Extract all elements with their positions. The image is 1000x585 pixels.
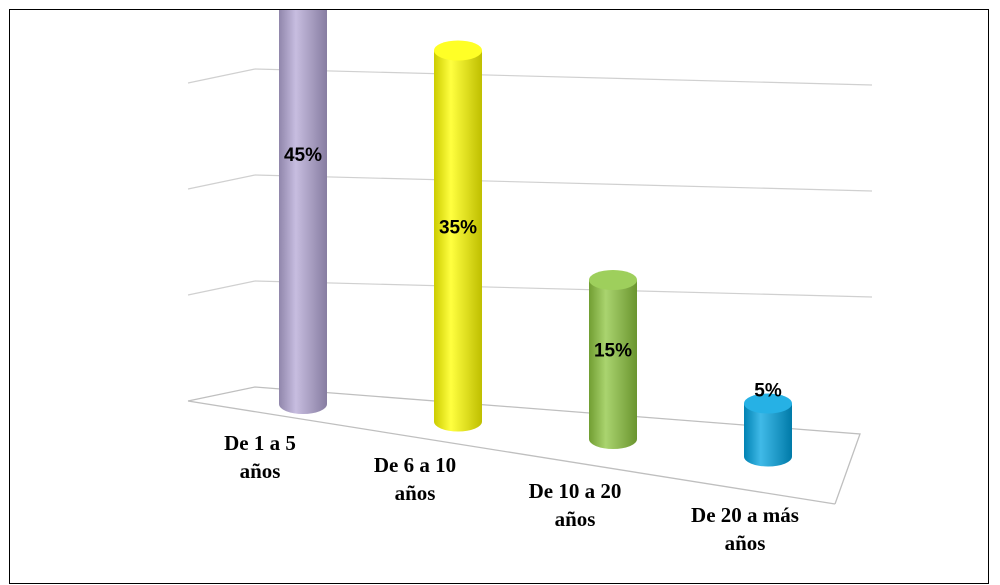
- category-label-3: De 10 a 20 años: [529, 479, 622, 531]
- bar-2: [434, 40, 482, 432]
- data-label-3: 15%: [594, 341, 632, 362]
- gridline-back: [254, 174, 873, 192]
- data-label-1: 45%: [284, 145, 322, 166]
- gridlines: [187, 68, 873, 505]
- chart-frame: 45% 35% 15% 5% De 1 a 5 años De 6 a 10 años De …: [9, 9, 989, 584]
- data-label-4: 5%: [754, 381, 782, 402]
- bar-4: [744, 393, 793, 467]
- floor-outline: [187, 386, 861, 505]
- gridline-back: [254, 280, 873, 298]
- gridline-back: [254, 68, 873, 86]
- category-label-2: De 6 a 10 años: [374, 453, 456, 505]
- category-labels: De 1 a 5 años De 6 a 10 años De 10 a 20 años D…: [224, 431, 799, 555]
- category-label-1: De 1 a 5 años: [224, 431, 296, 483]
- gridline-side: [187, 68, 256, 84]
- bar-chart: 45%35%15%5% De 1 a 5 años De 6 a 10 años De …: [187, 10, 873, 555]
- category-label-4: De 20 a más años: [691, 503, 799, 555]
- bars: 45% 35% 15% 5%: [279, 10, 793, 467]
- floor-front-edge: [187, 400, 836, 505]
- gridline-side: [187, 174, 256, 190]
- bar-3: [589, 270, 637, 449]
- data-label-2: 35%: [439, 218, 477, 239]
- bar-1: [279, 10, 327, 414]
- gridline-side: [187, 280, 256, 296]
